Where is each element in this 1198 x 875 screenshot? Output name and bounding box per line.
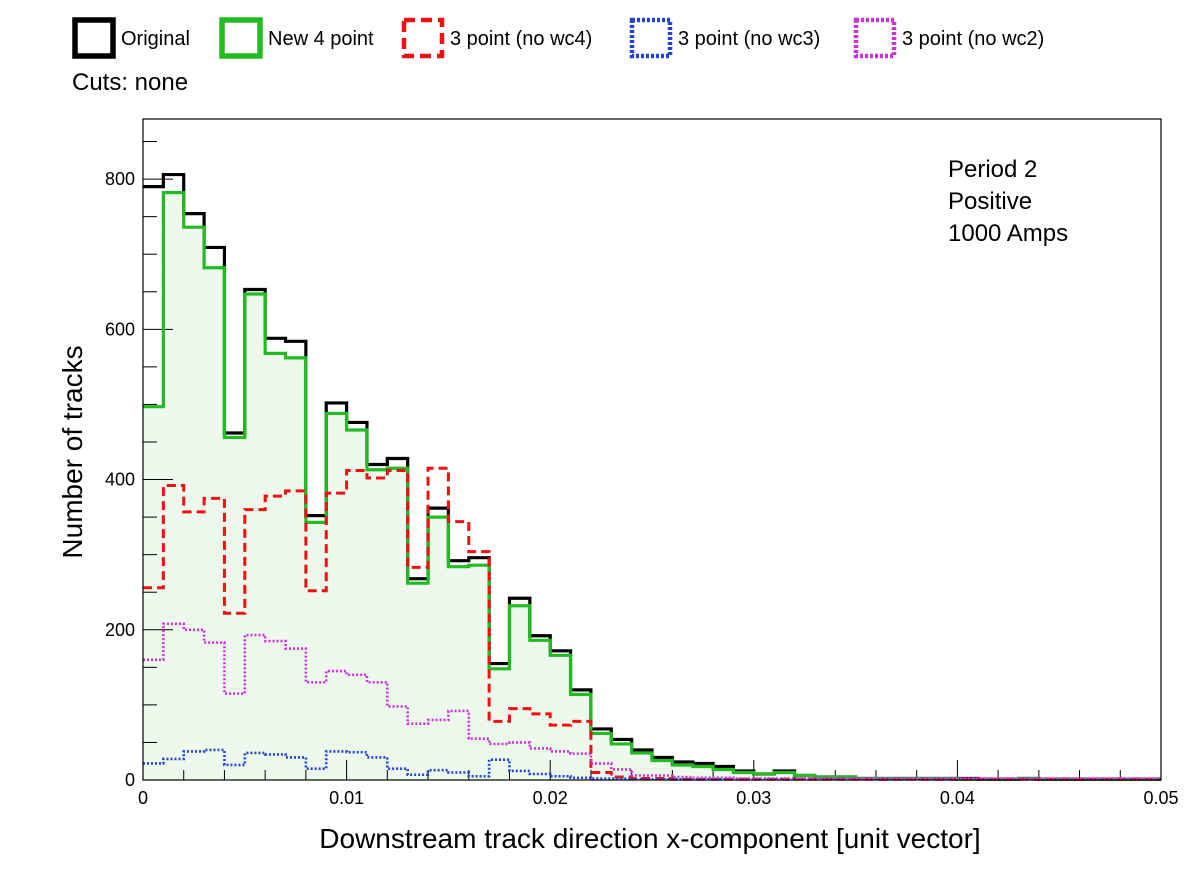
series-fill-1	[143, 192, 1161, 781]
x-axis-label: Downstream track direction x-component […	[319, 823, 980, 854]
y-tick-label: 800	[105, 169, 135, 189]
legend-label: 3 point (no wc2)	[902, 28, 1044, 50]
y-tick-label: 600	[105, 319, 135, 339]
legend-label: 3 point (no wc4)	[450, 28, 592, 50]
legend-swatch	[401, 17, 445, 59]
y-tick-label: 0	[125, 770, 135, 790]
legend-swatch	[72, 17, 116, 59]
cuts-label: Cuts: none	[72, 69, 188, 96]
legend-label: 3 point (no wc3)	[678, 28, 820, 50]
legend-label: New 4 point	[268, 28, 374, 50]
x-tick-label: 0.04	[940, 788, 975, 808]
x-tick-label: 0.03	[736, 788, 771, 808]
plot-frame	[142, 118, 1162, 781]
annotation-line: Period 2	[948, 156, 1037, 183]
series-line-2	[143, 466, 1161, 781]
legend-swatch	[853, 17, 897, 59]
y-tick-label: 200	[105, 620, 135, 640]
annotation-line: 1000 Amps	[948, 220, 1068, 247]
x-tick-label: 0.02	[533, 788, 568, 808]
y-tick-label: 400	[105, 470, 135, 490]
x-tick-label: 0	[138, 788, 148, 808]
legend: Original New 4 point 3 point (no wc4) 3 poi…	[72, 17, 1044, 59]
legend-swatch	[629, 17, 673, 59]
plot-series	[143, 172, 1161, 781]
legend-label: Original	[121, 28, 190, 50]
y-axis-label: Number of tracks	[57, 345, 88, 558]
plot-fills	[143, 192, 1161, 781]
x-tick-label: 0.01	[329, 788, 364, 808]
x-tick-label: 0.05	[1143, 788, 1178, 808]
series-line-4	[143, 622, 1161, 780]
tick-labels: 0 0.01 0.02 0.03 0.04 0.05 0 200 400 600 800	[105, 169, 1179, 808]
annotation: Period 2 Positive 1000 Amps	[948, 156, 1068, 247]
annotation-line: Positive	[948, 188, 1032, 215]
legend-swatch	[219, 17, 263, 59]
